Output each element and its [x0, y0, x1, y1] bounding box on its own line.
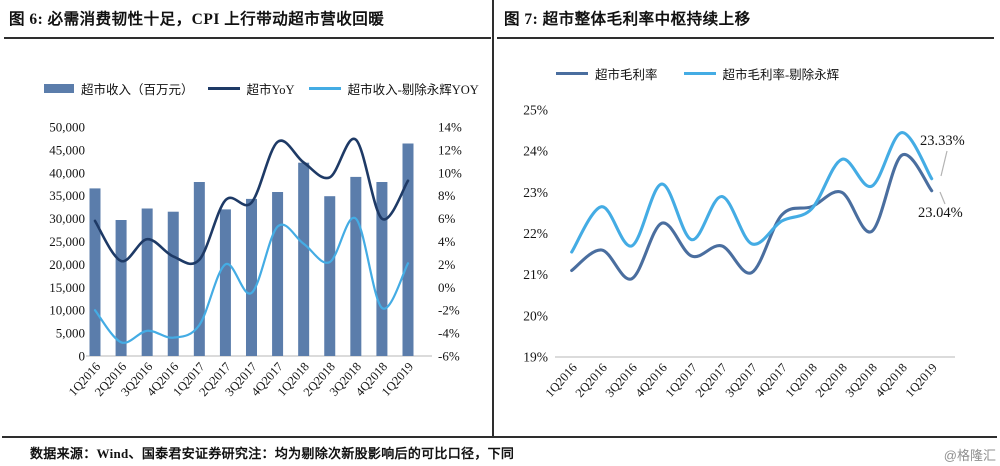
y-axis-left-tick: 15,000 — [49, 280, 85, 295]
y-axis-right-tick: 8% — [438, 188, 456, 203]
y-axis-tick: 22% — [523, 226, 548, 241]
y-axis-left-tick: 5,000 — [56, 326, 85, 341]
legend-label-revenue: 超市收入（百万元） — [81, 83, 194, 97]
y-axis-tick: 23% — [523, 185, 548, 200]
y-axis-right-tick: -4% — [438, 326, 460, 341]
revenue-bar — [219, 209, 231, 356]
ex-yonghui-yoy-line — [93, 216, 410, 344]
figure7-chart: 19%20%21%22%23%24%25%1Q20162Q20163Q20164… — [523, 103, 965, 400]
y-axis-right-tick: 14% — [438, 120, 462, 135]
y-axis-left-tick: 25,000 — [49, 234, 85, 249]
x-axis-tick: 1Q2016 — [543, 361, 580, 400]
y-axis-tick: 20% — [523, 308, 548, 323]
x-axis-tick: 4Q2018 — [873, 361, 910, 400]
y-axis-tick: 21% — [523, 267, 548, 282]
x-axis-tick: 1Q2017 — [663, 361, 700, 400]
gross-margin-line-swatch — [556, 72, 588, 75]
y-axis-right-tick: -6% — [438, 349, 460, 364]
y-axis-left-tick: 50,000 — [49, 120, 85, 135]
figure6-legend: 超市收入（百万元） 超市YoY 超市收入-剔除永辉YOY — [44, 79, 479, 98]
revenue-bar — [245, 198, 257, 356]
y-axis-left-tick: 45,000 — [49, 142, 85, 157]
x-axis-tick: 3Q2017 — [723, 361, 760, 400]
x-axis-tick: 3Q2016 — [603, 361, 640, 400]
x-axis-tick: 2Q2017 — [693, 361, 730, 400]
x-axis-tick: 1Q2019 — [903, 361, 940, 400]
revenue-bar — [272, 192, 284, 356]
figure6-title-rule — [4, 37, 491, 39]
legend-item-revenue: 超市收入（百万元） — [44, 79, 194, 98]
figure7-title: 图 7: 超市整体毛利率中枢持续上移 — [504, 11, 751, 28]
annotation-margin-ex-value: 23.33% — [920, 133, 965, 149]
figure6-title: 图 6: 必需消费韧性十足，CPI 上行带动超市营收回暖 — [9, 11, 385, 28]
revenue-bar — [193, 182, 205, 356]
y-axis-right-tick: 4% — [438, 234, 456, 249]
x-axis-tick: 2Q2018 — [813, 361, 850, 400]
x-axis-tick: 1Q2018 — [783, 361, 820, 400]
y-axis-left-tick: 35,000 — [49, 188, 85, 203]
y-axis-left-tick: 30,000 — [49, 211, 85, 226]
x-axis-tick: 3Q2018 — [843, 361, 880, 400]
gross-margin-ex-yonghui-line-swatch — [683, 72, 716, 75]
y-axis-right-tick: 2% — [438, 257, 456, 272]
y-axis-tick: 25% — [523, 103, 548, 118]
y-axis-right-tick: 0% — [438, 280, 456, 295]
legend-item-gross-margin: 超市毛利率 — [556, 64, 658, 83]
y-axis-left-tick: 20,000 — [49, 257, 85, 272]
figure7-legend: 超市毛利率 超市毛利率-剔除永辉 — [556, 64, 839, 83]
annotation-leader-dark — [939, 191, 946, 205]
yoy-line-swatch — [207, 87, 240, 90]
annotation-leader-light — [940, 150, 948, 177]
revenue-bar-swatch — [44, 84, 74, 93]
y-axis-right-tick: 12% — [438, 142, 462, 157]
legend-label-ex-yonghui-yoy: 超市收入-剔除永辉YOY — [347, 83, 479, 97]
revenue-bar — [376, 182, 388, 356]
y-axis-left-tick: 40,000 — [49, 165, 85, 180]
footer-rule — [2, 436, 997, 438]
revenue-bar — [350, 176, 362, 356]
revenue-bar — [324, 196, 336, 356]
watermark-gelonghui: @格隆汇 — [943, 448, 996, 463]
y-axis-tick: 24% — [523, 144, 548, 159]
revenue-bar — [167, 211, 179, 356]
y-axis-right-tick: 6% — [438, 211, 456, 226]
data-source-note: 数据来源：Wind、国泰君安证券研究注：均为剔除次新股影响后的可比口径，下同 — [30, 446, 515, 461]
legend-item-gross-margin-ex: 超市毛利率-剔除永辉 — [683, 64, 840, 83]
legend-label-gross-margin: 超市毛利率 — [595, 68, 658, 82]
y-axis-tick: 19% — [523, 350, 548, 365]
legend-item-yoy: 超市YoY — [207, 79, 295, 98]
revenue-bar — [402, 143, 414, 356]
figure7-title-rule — [497, 37, 994, 39]
x-axis-tick: 4Q2017 — [753, 361, 790, 400]
y-axis-right-tick: -2% — [438, 303, 460, 318]
y-axis-left-tick: 10,000 — [49, 303, 85, 318]
legend-label-yoy: 超市YoY — [246, 83, 295, 97]
y-axis-right-tick: 10% — [438, 165, 462, 180]
figure6-chart: 0 5,000 10,000 15,000 20,000 25,000 30,000 35,0… — [49, 120, 462, 399]
x-axis-tick: 2Q2016 — [573, 361, 610, 400]
revenue-bar — [141, 208, 153, 356]
y-axis-left-tick: 0 — [79, 349, 86, 364]
gross-margin-line — [570, 153, 934, 281]
panel-divider — [492, 0, 494, 437]
revenue-bar — [89, 188, 101, 356]
x-axis-tick: 4Q2016 — [633, 361, 670, 400]
annotation-margin-value: 23.04% — [918, 205, 963, 221]
yoy-line — [93, 137, 410, 266]
legend-item-ex-yonghui-yoy: 超市收入-剔除永辉YOY — [308, 79, 479, 98]
revenue-bar — [115, 220, 127, 356]
revenue-bar — [298, 162, 310, 356]
gross-margin-ex-yonghui-line — [570, 131, 934, 254]
legend-label-gross-margin-ex: 超市毛利率-剔除永辉 — [722, 68, 840, 82]
ex-yonghui-yoy-line-swatch — [308, 87, 341, 90]
